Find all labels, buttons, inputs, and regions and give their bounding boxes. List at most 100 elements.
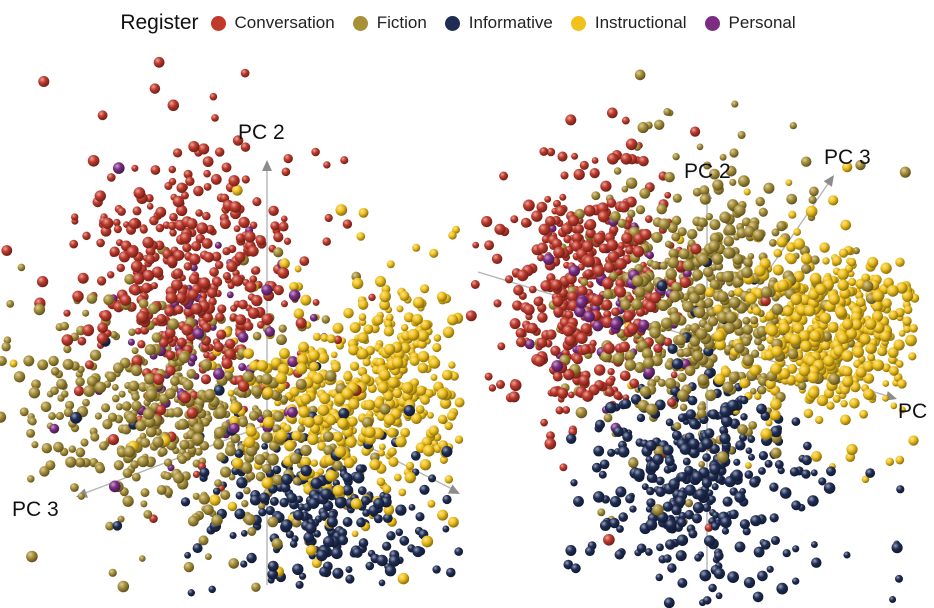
point-conversation — [113, 218, 121, 227]
point-conversation — [243, 321, 254, 332]
point-instructional — [305, 544, 317, 556]
point-fiction — [230, 433, 241, 444]
point-instructional — [283, 424, 292, 433]
point-instructional — [369, 458, 381, 471]
point-conversation — [203, 169, 211, 178]
point-informative — [235, 491, 244, 500]
point-informative — [307, 497, 320, 509]
point-personal — [213, 368, 225, 380]
point-instructional — [349, 321, 361, 334]
point-informative — [395, 504, 407, 516]
point-instructional — [320, 333, 329, 342]
point-instructional — [312, 332, 322, 342]
point-conversation — [167, 99, 180, 112]
point-fiction — [111, 383, 119, 391]
legend-dot-fiction — [352, 15, 368, 31]
point-instructional — [364, 399, 376, 411]
point-conversation — [132, 272, 145, 285]
point-fiction — [379, 403, 391, 415]
point-instructional — [420, 284, 430, 294]
point-conversation — [277, 267, 290, 279]
point-instructional — [325, 470, 337, 482]
point-fiction — [205, 553, 212, 560]
point-conversation — [183, 169, 193, 179]
point-instructional — [444, 421, 453, 431]
point-conversation — [172, 195, 185, 208]
point-fiction — [151, 332, 162, 343]
point-fiction — [273, 247, 284, 258]
point-instructional — [419, 458, 432, 471]
point-instructional — [300, 393, 312, 405]
point-fiction — [214, 479, 223, 488]
point-conversation — [155, 404, 167, 416]
point-fiction — [37, 359, 49, 371]
point-conversation — [131, 164, 139, 172]
point-fiction — [17, 263, 26, 272]
point-instructional — [417, 362, 429, 374]
point-instructional — [387, 377, 399, 389]
point-informative — [412, 546, 424, 558]
point-fiction — [179, 439, 190, 450]
legend-dot-personal — [704, 15, 720, 31]
point-instructional — [343, 371, 353, 382]
point-conversation — [273, 231, 284, 243]
point-fiction — [28, 417, 37, 426]
point-instructional — [400, 323, 409, 332]
point-conversation — [213, 341, 224, 353]
point-informative — [345, 574, 355, 584]
point-conversation — [181, 323, 194, 336]
point-conversation — [142, 269, 155, 282]
point-instructional — [428, 425, 439, 436]
point-fiction — [113, 460, 124, 471]
point-conversation — [342, 219, 353, 229]
point-conversation — [134, 327, 142, 335]
point-conversation — [77, 336, 87, 346]
point-fiction — [27, 475, 35, 483]
point-fiction — [215, 406, 227, 419]
point-informative — [240, 530, 248, 537]
point-instructional — [401, 382, 414, 394]
point-instructional — [383, 390, 394, 402]
point-instructional — [300, 294, 312, 306]
point-informative — [240, 560, 248, 568]
point-informative — [399, 535, 410, 546]
point-conversation — [280, 215, 288, 223]
point-informative — [261, 443, 269, 450]
point-fiction — [75, 457, 86, 468]
point-instructional — [442, 326, 455, 339]
point-conversation — [240, 68, 250, 78]
point-fiction — [177, 454, 187, 465]
point-instructional — [308, 349, 320, 362]
point-instructional — [378, 443, 386, 451]
point-fiction — [140, 500, 148, 508]
point-informative — [410, 450, 421, 461]
point-fiction — [300, 444, 312, 457]
point-informative — [378, 579, 386, 587]
point-fiction — [177, 418, 189, 430]
point-conversation — [69, 239, 79, 249]
point-conversation — [82, 231, 91, 241]
point-fiction — [121, 401, 132, 411]
point-conversation — [96, 276, 107, 286]
point-fiction — [186, 368, 197, 379]
point-fiction — [131, 400, 142, 412]
point-conversation — [209, 267, 219, 277]
point-fiction — [128, 380, 140, 392]
point-fiction — [228, 558, 240, 569]
point-personal — [108, 480, 121, 493]
point-conversation — [73, 385, 85, 397]
point-conversation — [106, 173, 116, 182]
point-instructional — [341, 388, 354, 400]
point-fiction — [131, 392, 140, 402]
legend-label-conversation: Conversation — [234, 13, 335, 32]
point-informative — [342, 472, 353, 483]
point-instructional — [422, 444, 435, 457]
point-conversation — [196, 222, 209, 235]
point-informative — [199, 467, 210, 478]
point-fiction — [163, 471, 172, 481]
point-conversation — [209, 92, 218, 101]
point-fiction — [123, 445, 136, 458]
point-informative — [267, 560, 279, 572]
point-instructional — [256, 360, 269, 372]
